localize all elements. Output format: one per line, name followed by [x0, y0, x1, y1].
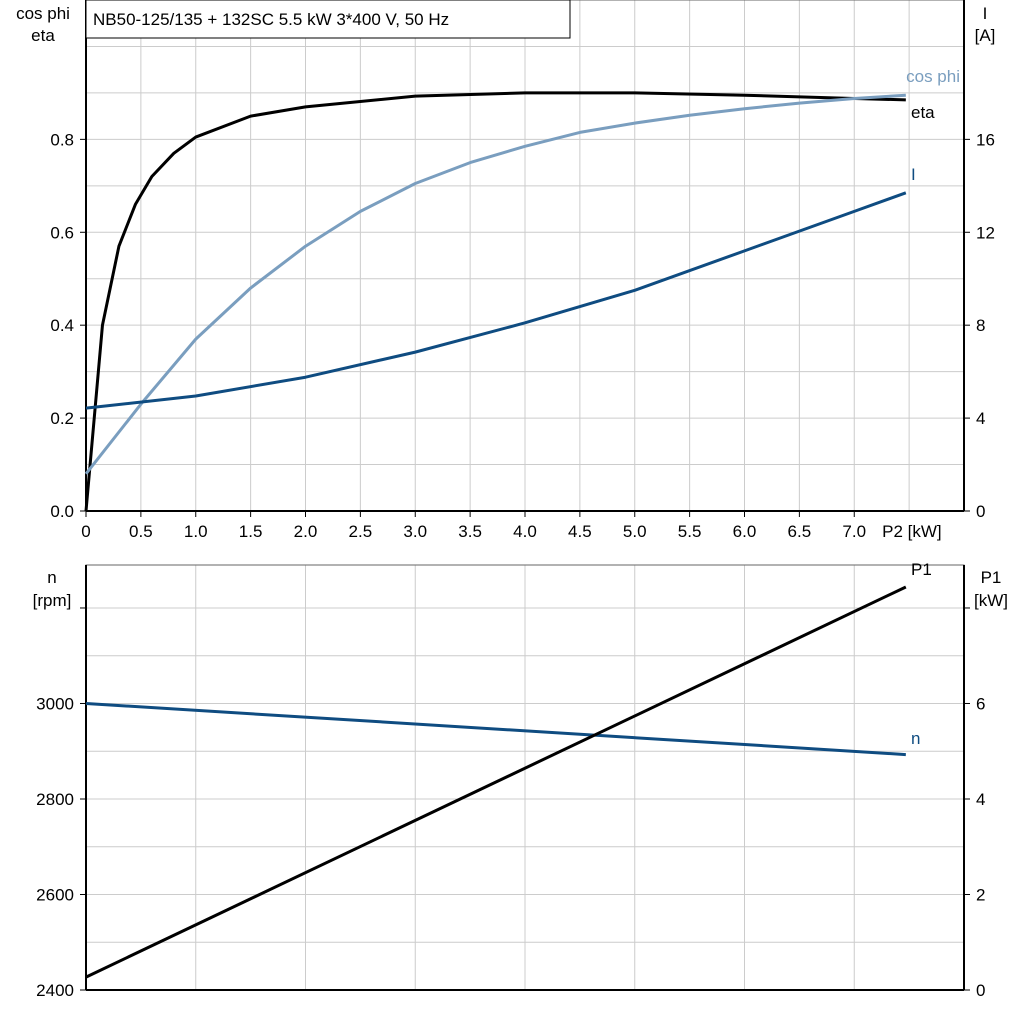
y-tick-label-left: 0.4	[50, 316, 74, 335]
y-tick-label-left: 3000	[36, 694, 74, 713]
series-line-eta	[84, 91, 906, 512]
series-label-I: I	[911, 165, 916, 184]
x-tick-label: 7.0	[842, 522, 866, 541]
y-tick-label-right: 8	[976, 316, 985, 335]
x-tick-label: 0	[81, 522, 90, 541]
y-tick-label-left: 2800	[36, 790, 74, 809]
chart-title: NB50-125/135 + 132SC 5.5 kW 3*400 V, 50 …	[93, 10, 449, 29]
y-label-right-2: [A]	[975, 26, 996, 45]
series-label-P1: P1	[911, 560, 932, 579]
x-tick-label: 1.0	[184, 522, 208, 541]
y-tick-label-left: 0.6	[50, 223, 74, 242]
y-tick-label-left: 2400	[36, 981, 74, 1000]
x-tick-label: 4.0	[513, 522, 537, 541]
y-tick-label-left: 0.0	[50, 502, 74, 521]
y-tick-label-left: 2600	[36, 885, 74, 904]
x-tick-label: 2.5	[349, 522, 373, 541]
series-line-P1	[85, 585, 907, 979]
y-tick-label-right: 12	[976, 223, 995, 242]
x-tick-label: 5.0	[623, 522, 647, 541]
series-label-cos-phi: cos phi	[906, 67, 960, 86]
y-tick-label-left: 0.8	[50, 130, 74, 149]
y-label-left-1: cos phi	[16, 4, 70, 23]
y-tick-label-right: 0	[976, 502, 985, 521]
x-tick-label: 3.5	[458, 522, 482, 541]
y-label-left-2: eta	[31, 26, 55, 45]
x-tick-label: 6.5	[788, 522, 812, 541]
y-tick-label-right: 2	[976, 885, 985, 904]
y-label-right-1: P1	[981, 568, 1002, 587]
y-label-right-2: [kW]	[974, 591, 1008, 610]
x-tick-label: 6.0	[733, 522, 757, 541]
y-label-left-2: [rpm]	[33, 591, 72, 610]
y-tick-label-left: 0.2	[50, 409, 74, 428]
series-line-I	[85, 191, 907, 410]
series-label-eta: eta	[911, 103, 935, 122]
x-tick-label: 2.0	[294, 522, 318, 541]
y-tick-label-right: 16	[976, 130, 995, 149]
y-tick-label-right: 4	[976, 790, 985, 809]
y-label-left-1: n	[47, 568, 56, 587]
x-tick-label: 5.5	[678, 522, 702, 541]
chart-title-box	[85, 0, 571, 39]
x-tick-label: 4.5	[568, 522, 592, 541]
series-line-n	[85, 701, 906, 757]
y-tick-label-right: 4	[976, 409, 985, 428]
y-tick-label-right: 6	[976, 694, 985, 713]
y-label-right-1: I	[983, 4, 988, 23]
series-label-n: n	[911, 729, 920, 748]
x-tick-label: 0.5	[129, 522, 153, 541]
x-axis-label: P2 [kW]	[882, 522, 942, 541]
y-tick-label-right: 0	[976, 981, 985, 1000]
x-tick-label: 3.0	[403, 522, 427, 541]
series-line-cos-phi	[84, 93, 906, 475]
x-tick-label: 1.5	[239, 522, 263, 541]
